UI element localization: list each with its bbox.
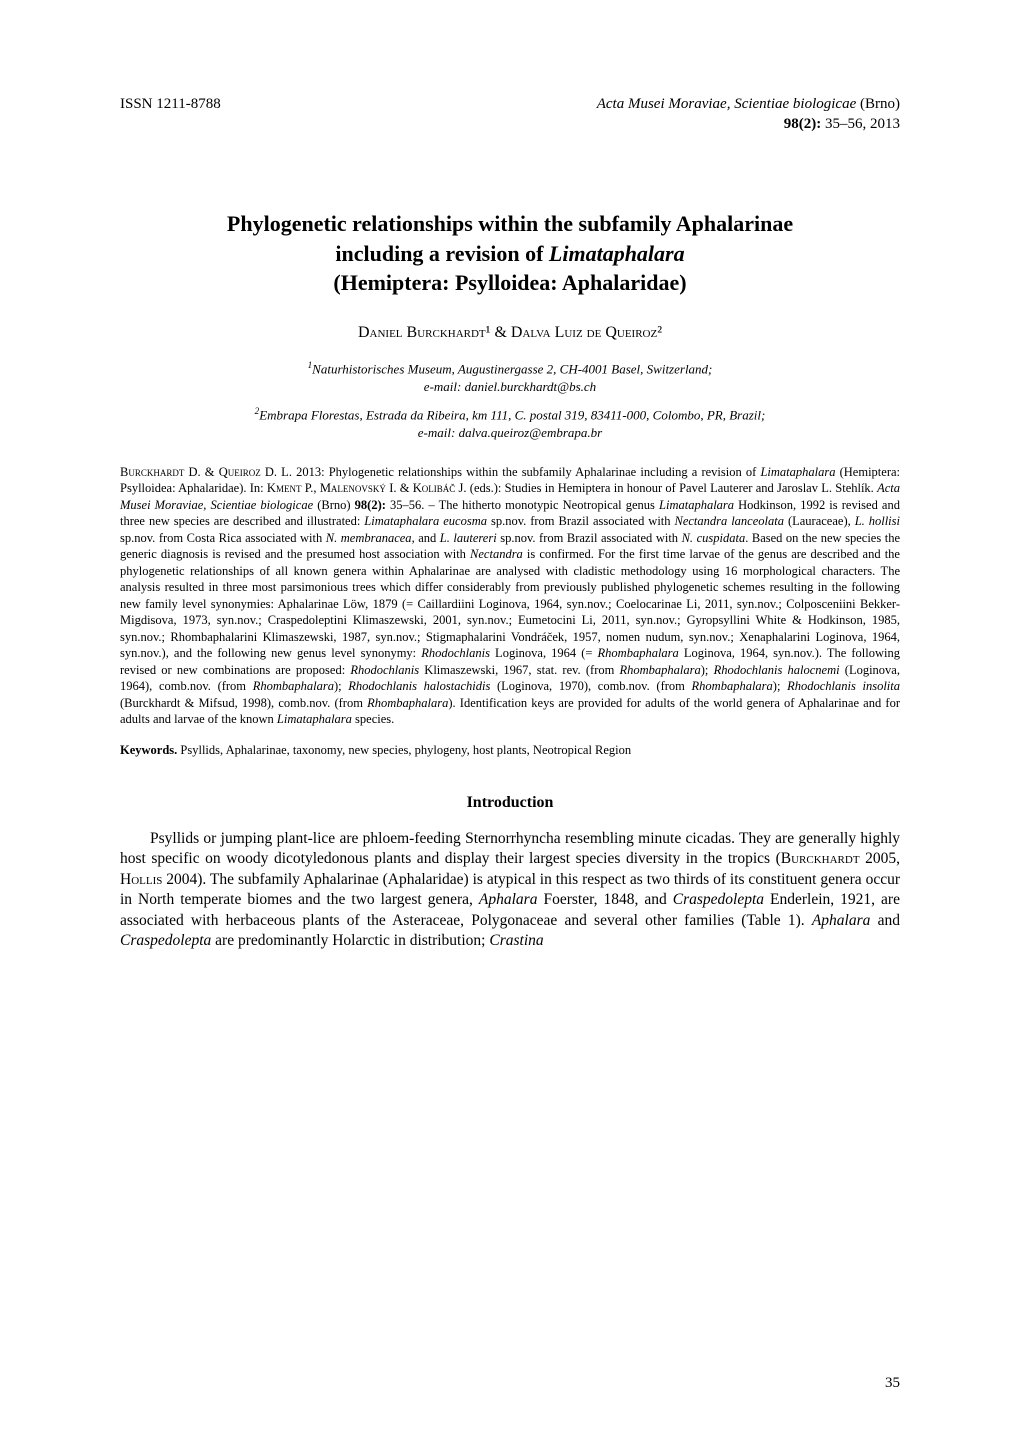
title-line2-italic: Limataphalara [549, 241, 685, 266]
journal-info: Acta Musei Moraviae, Scientiae biologica… [597, 95, 900, 134]
affiliation-1: 1Naturhistorisches Museum, Augustinergas… [120, 359, 900, 395]
header-row: ISSN 1211-8788 Acta Musei Moraviae, Scie… [120, 95, 900, 134]
title-line1: Phylogenetic relationships within the su… [227, 211, 793, 236]
pages: 35–56, 2013 [821, 116, 900, 132]
abstract: Burckhardt D. & Queiroz D. L. 2013: Phyl… [120, 464, 900, 728]
issn-label: ISSN 1211-8788 [120, 95, 221, 134]
article-title: Phylogenetic relationships within the su… [120, 209, 900, 298]
authors: Daniel Burckhardt¹ & Dalva Luiz de Queir… [120, 323, 900, 344]
journal-location: (Brno) [856, 96, 900, 112]
keywords-label: Keywords. [120, 743, 177, 757]
aff2-email: e-mail: dalva.queiroz@embrapa.br [418, 425, 602, 440]
keywords-text: Psyllids, Aphalarinae, taxonomy, new spe… [177, 743, 631, 757]
aff1-text: Naturhistorisches Museum, Augustinergass… [312, 361, 712, 376]
body-paragraph: Psyllids or jumping plant-lice are phloe… [120, 829, 900, 952]
volume: 98(2): [784, 116, 822, 132]
page-number: 35 [885, 1374, 900, 1394]
section-heading: Introduction [120, 793, 900, 814]
aff2-text: Embrapa Florestas, Estrada da Ribeira, k… [259, 408, 765, 423]
aff1-email: e-mail: daniel.burckhardt@bs.ch [424, 379, 596, 394]
journal-title: Acta Musei Moraviae, Scientiae biologica… [597, 96, 857, 112]
keywords: Keywords. Psyllids, Aphalarinae, taxonom… [120, 742, 900, 758]
title-line2: including a revision of [335, 241, 549, 266]
affiliation-2: 2Embrapa Florestas, Estrada da Ribeira, … [120, 405, 900, 441]
title-line3: (Hemiptera: Psylloidea: Aphalaridae) [333, 270, 686, 295]
